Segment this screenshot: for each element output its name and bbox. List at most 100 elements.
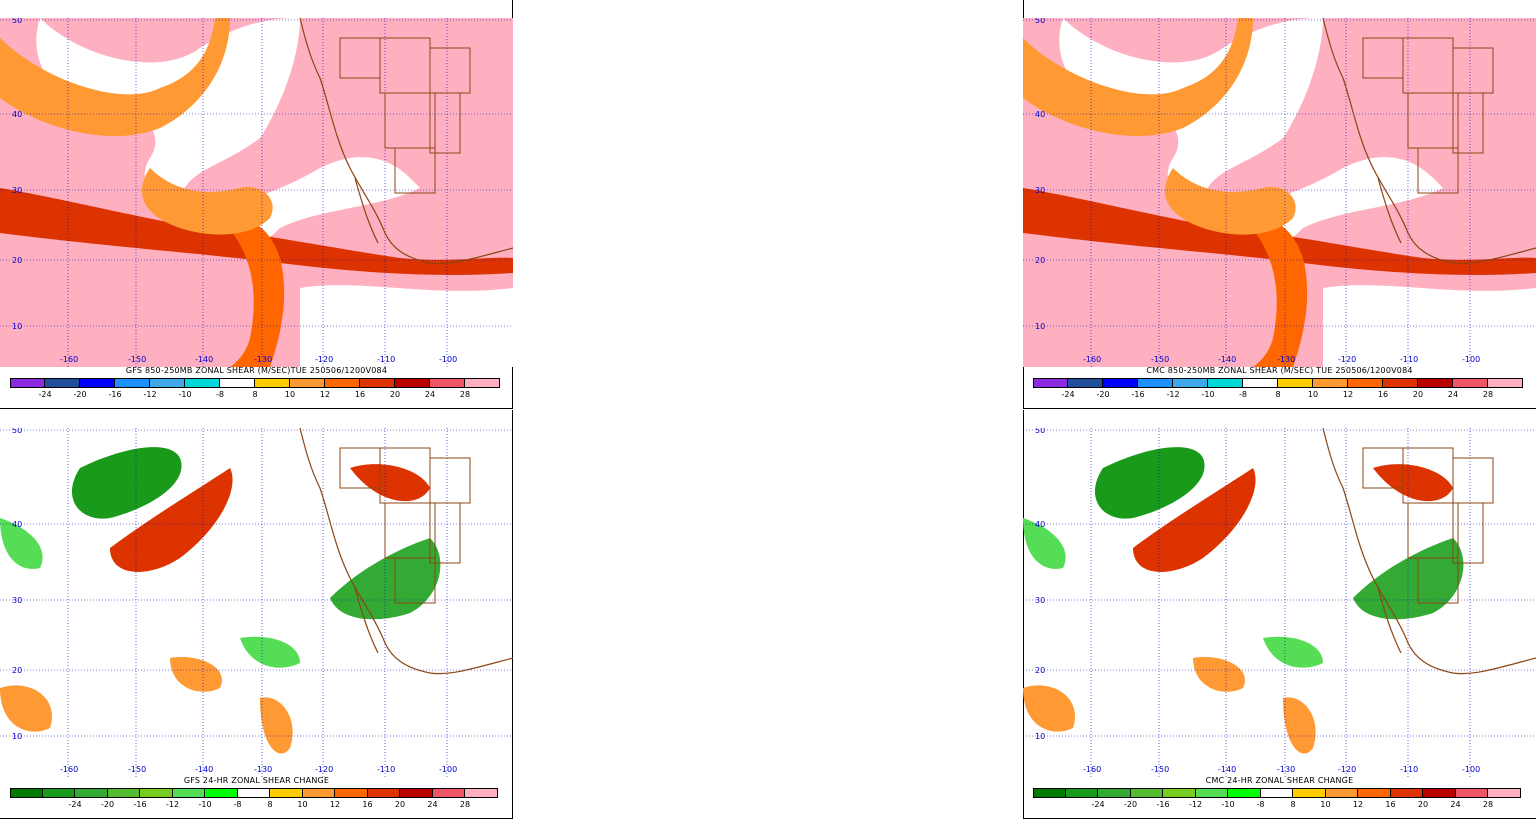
- colorbar-label: -24: [38, 390, 52, 399]
- baja-coastline: [354, 177, 379, 244]
- state-boundary: [429, 92, 461, 154]
- longitude-label: -160: [60, 355, 78, 364]
- longitude-label: -130: [1277, 355, 1295, 364]
- latitude-label: 40: [12, 110, 22, 119]
- panel-gfs-shear: 50 40 30 20 10 -160 -150 -140 -130 -120 -110 -100 G…: [0, 0, 513, 409]
- contour-fill: [1023, 18, 1253, 137]
- longitude-label: -110: [1400, 765, 1418, 774]
- colorbar-swatch: [237, 788, 270, 798]
- latitude-label: 30: [1035, 186, 1045, 195]
- coastline: [1322, 428, 1536, 675]
- latitude-label: 50: [1035, 18, 1045, 25]
- colorbar-swatch: [1103, 378, 1138, 388]
- colorbar-label: 8: [1290, 800, 1296, 809]
- colorbar-swatch: [75, 788, 108, 798]
- longitude-label: -140: [1218, 355, 1236, 364]
- contour-fill: [240, 636, 300, 668]
- longitude-label: -110: [377, 355, 395, 364]
- longitude-label: -150: [128, 355, 146, 364]
- colorbar-swatch: [465, 378, 500, 388]
- colorbar-label: 24: [1447, 390, 1459, 399]
- longitude-label: -140: [1218, 765, 1236, 774]
- colorbar-shear: [1033, 378, 1523, 388]
- colorbar-swatch: [1173, 378, 1208, 388]
- colorbar-swatch: [1138, 378, 1173, 388]
- longitude-label: -140: [195, 355, 213, 364]
- colorbar-label: 28: [1482, 800, 1494, 809]
- colorbar-swatch: [1130, 788, 1163, 798]
- colorbar-label: 24: [424, 390, 436, 399]
- latitude-label: 40: [1035, 520, 1045, 529]
- latitude-label: 20: [12, 666, 22, 675]
- colorbar-swatch: [1163, 788, 1196, 798]
- colorbar-label: -20: [1096, 390, 1110, 399]
- colorbar-swatch: [325, 378, 360, 388]
- colorbar-label: -8: [1256, 800, 1265, 809]
- colorbar-label: 24: [1450, 800, 1461, 809]
- colorbar-swatch: [367, 788, 400, 798]
- colorbar-swatch: [1278, 378, 1313, 388]
- colorbar-swatch: [270, 788, 303, 798]
- colorbar-label: -8: [216, 390, 224, 399]
- panel-cmc-shear: 50 40 30 20 10 -160 -150 -140 -130 -120 -110 -100 C…: [1023, 0, 1536, 409]
- baja-coastline: [354, 587, 379, 654]
- latitude-label: 50: [12, 18, 22, 25]
- longitude-label: -130: [1277, 765, 1295, 774]
- colorbar-label: -10: [178, 390, 192, 399]
- state-boundary: [1452, 502, 1484, 564]
- colorbar-swatch: [1325, 788, 1358, 798]
- longitude-label: -110: [1400, 355, 1418, 364]
- colorbar-shear: [10, 378, 500, 388]
- colorbar-swatch: [395, 378, 430, 388]
- colorbar-swatch: [430, 378, 465, 388]
- colorbar-swatch: [150, 378, 185, 388]
- latitude-label: 10: [12, 732, 22, 741]
- contour-fill: [1263, 636, 1323, 668]
- longitude-label: -160: [60, 765, 78, 774]
- panel-cmc-change: 50 40 30 20 10 -160 -150 -140 -130 -120 -110 -100 C…: [1023, 410, 1536, 819]
- colorbar-swatch: [465, 788, 498, 798]
- latitude-label: 10: [12, 322, 22, 331]
- state-boundary: [1452, 457, 1494, 504]
- colorbar-labels: -24 -20 -16 -12 -10 -8 8 10 12 16 20 24 28: [1033, 800, 1523, 812]
- colorbar-swatch: [1453, 378, 1488, 388]
- colorbar-label: -24: [1091, 800, 1105, 809]
- contour-fill: [36, 18, 421, 252]
- longitude-label: -120: [315, 355, 333, 364]
- longitude-label: -130: [254, 765, 272, 774]
- colorbar-swatch: [432, 788, 465, 798]
- latitude-label: 10: [1035, 322, 1045, 331]
- colorbar-swatch: [42, 788, 75, 798]
- colorbar-label: 20: [389, 390, 401, 399]
- map-gfs-shear: 50 40 30 20 10 -160 -150 -140 -130 -120 -110 -100: [0, 18, 513, 367]
- state-boundary: [394, 147, 436, 194]
- colorbar-label: -16: [133, 800, 147, 809]
- colorbar-swatch: [255, 378, 290, 388]
- colorbar-swatch: [185, 378, 220, 388]
- colorbar-swatch: [1293, 788, 1326, 798]
- colorbar-label: 12: [1352, 800, 1364, 809]
- colorbar-swatch: [1228, 788, 1261, 798]
- colorbar-label: -8: [1239, 390, 1247, 399]
- colorbar-label: -20: [1123, 800, 1138, 809]
- colorbar-labels: -24 -20 -16 -12 -10 -8 8 10 12 16 20 24 28: [1033, 390, 1523, 402]
- colorbar-swatch: [1260, 788, 1293, 798]
- latitude-label: 30: [12, 596, 22, 605]
- longitude-label: -110: [377, 765, 395, 774]
- contour-fill: [350, 464, 430, 502]
- colorbar-label: 8: [1275, 390, 1281, 399]
- colorbar-label: 20: [394, 800, 406, 809]
- colorbar-swatch: [1390, 788, 1423, 798]
- colorbar-label: 12: [1342, 390, 1354, 399]
- colorbar-label: 24: [427, 800, 438, 809]
- state-boundary: [394, 557, 436, 604]
- contour-fill: [1193, 657, 1245, 692]
- colorbar-label: 10: [284, 390, 296, 399]
- contour-fill: [1373, 464, 1453, 502]
- colorbar-swatch: [360, 378, 395, 388]
- colorbar-swatch: [1243, 378, 1278, 388]
- contour-fill: [1023, 685, 1075, 732]
- longitude-label: -120: [1338, 355, 1356, 364]
- contour-fill: [1323, 285, 1536, 367]
- colorbar-label: -16: [1156, 800, 1170, 809]
